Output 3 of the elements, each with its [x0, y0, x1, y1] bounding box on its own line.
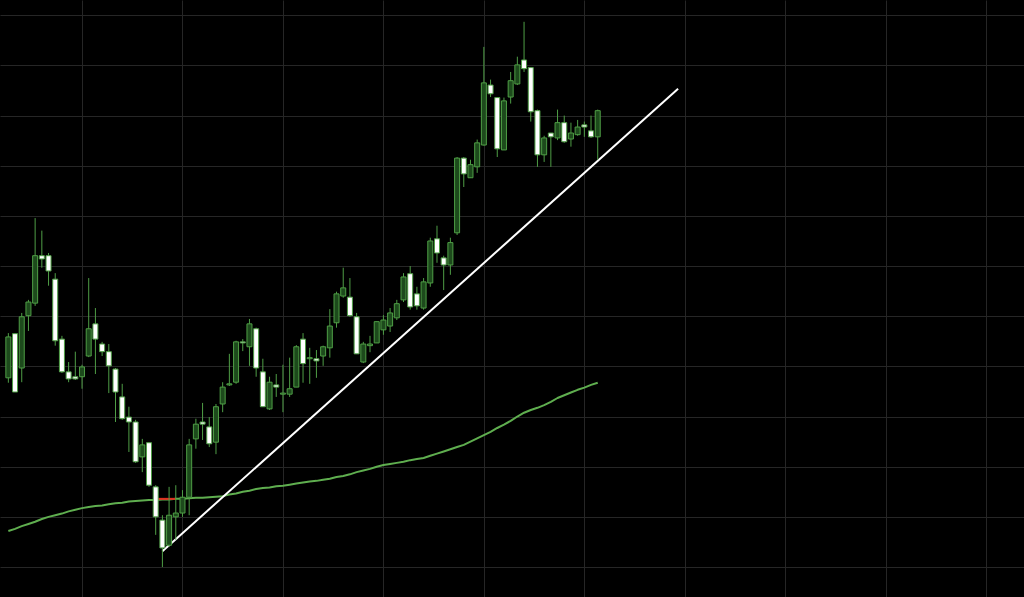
- candlestick: [226, 353, 233, 387]
- candlestick: [219, 381, 226, 413]
- candlestick: [112, 367, 119, 423]
